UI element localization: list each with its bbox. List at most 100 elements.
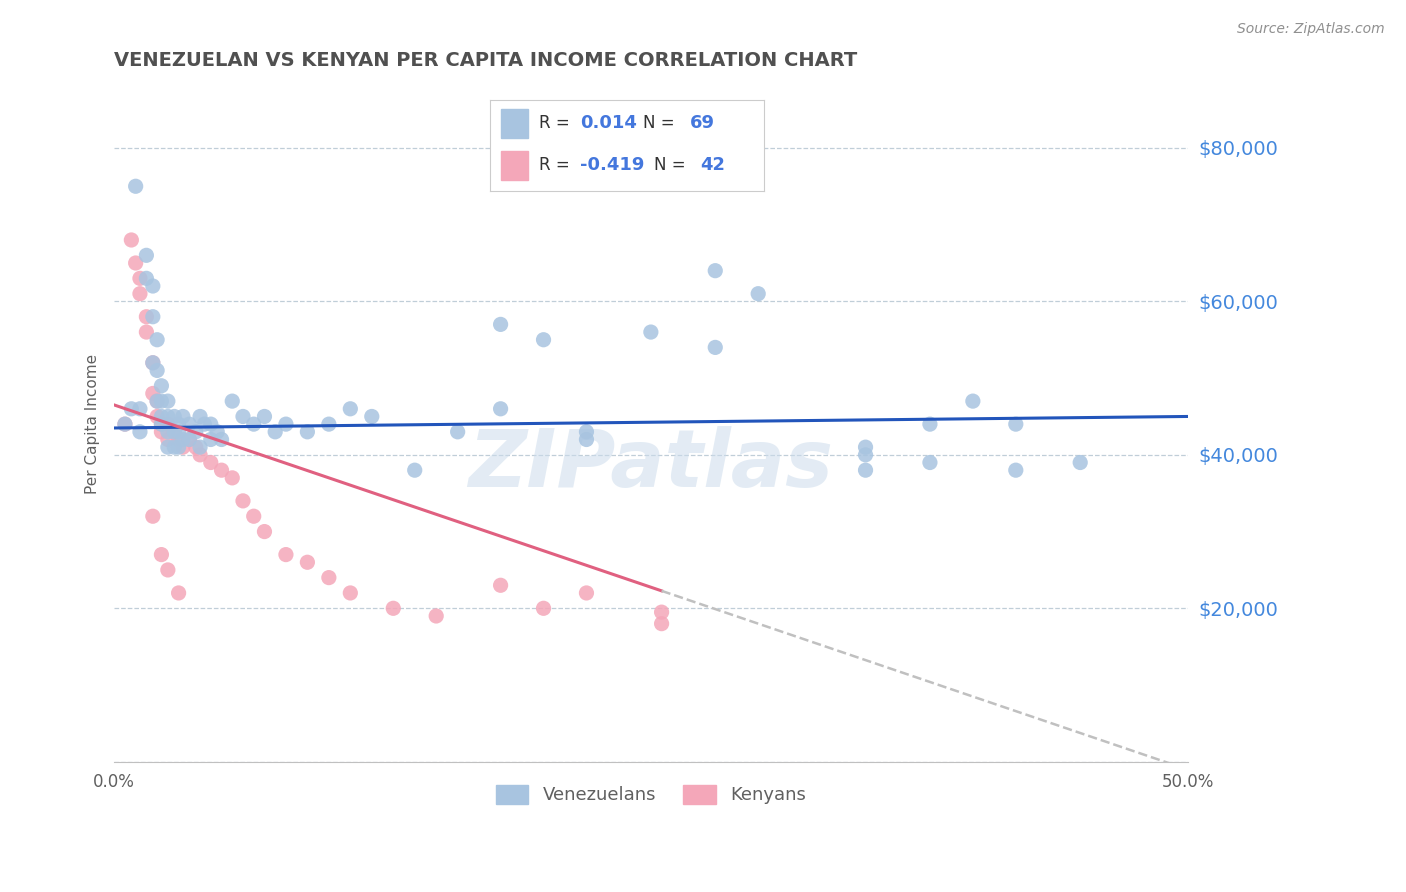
Point bbox=[150, 425, 173, 439]
Point bbox=[135, 310, 157, 324]
Point bbox=[142, 279, 165, 293]
Point bbox=[146, 363, 169, 377]
Point bbox=[142, 356, 165, 370]
Point bbox=[142, 509, 165, 524]
Point bbox=[447, 425, 470, 439]
Point bbox=[533, 601, 555, 615]
Point bbox=[129, 271, 152, 285]
Point bbox=[339, 586, 361, 600]
Point bbox=[274, 548, 297, 562]
Point bbox=[1004, 417, 1026, 431]
Text: VENEZUELAN VS KENYAN PER CAPITA INCOME CORRELATION CHART: VENEZUELAN VS KENYAN PER CAPITA INCOME C… bbox=[114, 51, 858, 70]
Point bbox=[360, 409, 382, 424]
Point bbox=[172, 409, 194, 424]
Point bbox=[221, 471, 243, 485]
Point bbox=[150, 417, 173, 431]
Point bbox=[232, 409, 254, 424]
Point bbox=[129, 401, 152, 416]
Point bbox=[297, 425, 319, 439]
Point bbox=[124, 256, 146, 270]
Y-axis label: Per Capita Income: Per Capita Income bbox=[86, 354, 100, 494]
Point bbox=[135, 271, 157, 285]
Point bbox=[188, 448, 211, 462]
Point bbox=[489, 578, 512, 592]
Point bbox=[156, 440, 179, 454]
Point bbox=[962, 394, 984, 409]
Point bbox=[167, 433, 190, 447]
Point bbox=[489, 318, 512, 332]
Point bbox=[156, 433, 179, 447]
Point bbox=[575, 586, 598, 600]
Point bbox=[179, 433, 201, 447]
Text: ZIPatlas: ZIPatlas bbox=[468, 425, 834, 504]
Point bbox=[142, 356, 165, 370]
Point bbox=[114, 417, 136, 431]
Point bbox=[135, 325, 157, 339]
Point bbox=[318, 571, 340, 585]
Point bbox=[242, 417, 264, 431]
Point bbox=[184, 440, 207, 454]
Point bbox=[747, 286, 769, 301]
Point bbox=[146, 409, 169, 424]
Point bbox=[425, 609, 447, 624]
Point bbox=[150, 409, 173, 424]
Point bbox=[146, 394, 169, 409]
Point bbox=[172, 433, 194, 447]
Point bbox=[129, 425, 152, 439]
Point bbox=[651, 616, 673, 631]
Point bbox=[150, 417, 173, 431]
Point bbox=[188, 440, 211, 454]
Point bbox=[156, 417, 179, 431]
Point bbox=[150, 378, 173, 392]
Point bbox=[179, 417, 201, 431]
Point bbox=[297, 555, 319, 569]
Point bbox=[163, 409, 186, 424]
Point bbox=[1004, 463, 1026, 477]
Point bbox=[855, 448, 877, 462]
Text: Source: ZipAtlas.com: Source: ZipAtlas.com bbox=[1237, 22, 1385, 37]
Point bbox=[167, 425, 190, 439]
Point bbox=[207, 425, 229, 439]
Point bbox=[142, 310, 165, 324]
Point bbox=[120, 233, 142, 247]
Point bbox=[232, 494, 254, 508]
Point bbox=[253, 409, 276, 424]
Point bbox=[156, 394, 179, 409]
Point bbox=[193, 417, 215, 431]
Point bbox=[253, 524, 276, 539]
Point bbox=[167, 440, 190, 454]
Point bbox=[172, 440, 194, 454]
Point bbox=[242, 509, 264, 524]
Point bbox=[1069, 456, 1091, 470]
Point bbox=[167, 586, 190, 600]
Point bbox=[150, 548, 173, 562]
Point bbox=[163, 425, 186, 439]
Point bbox=[533, 333, 555, 347]
Point bbox=[150, 394, 173, 409]
Point bbox=[339, 401, 361, 416]
Point bbox=[163, 440, 186, 454]
Point bbox=[200, 456, 222, 470]
Point bbox=[200, 433, 222, 447]
Point bbox=[640, 325, 662, 339]
Point bbox=[382, 601, 405, 615]
Point bbox=[124, 179, 146, 194]
Point bbox=[120, 401, 142, 416]
Point bbox=[167, 417, 190, 431]
Point bbox=[156, 425, 179, 439]
Point bbox=[264, 425, 287, 439]
Legend: Venezuelans, Kenyans: Venezuelans, Kenyans bbox=[486, 775, 815, 814]
Point bbox=[221, 394, 243, 409]
Point bbox=[855, 463, 877, 477]
Point bbox=[651, 605, 673, 619]
Point bbox=[918, 417, 941, 431]
Point bbox=[142, 386, 165, 401]
Point bbox=[146, 394, 169, 409]
Point bbox=[156, 563, 179, 577]
Point bbox=[179, 433, 201, 447]
Point bbox=[318, 417, 340, 431]
Point bbox=[184, 425, 207, 439]
Point bbox=[163, 425, 186, 439]
Point bbox=[156, 409, 179, 424]
Point bbox=[704, 340, 727, 354]
